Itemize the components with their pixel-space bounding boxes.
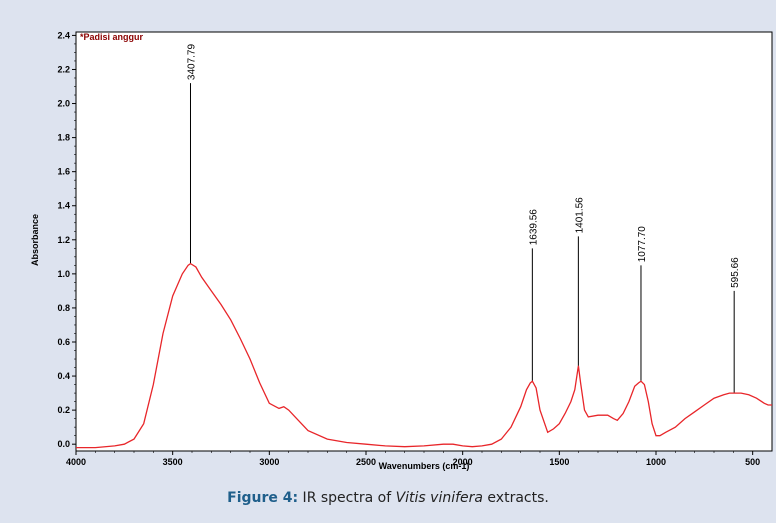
spectrum-line xyxy=(76,262,772,449)
y-axis: 0.0 0.2 0.4 0.6 0.8 1.0 1.2 1.4 1.6 1.8 2.0 2.2 2.4 xyxy=(57,30,76,449)
y-tick-label: 0.6 xyxy=(57,337,70,347)
figure-label: Figure 4: xyxy=(227,490,299,506)
y-tick-label: 0.8 xyxy=(57,303,70,313)
y-tick-label: 2.2 xyxy=(57,64,70,74)
figure-caption: Figure 4: IR spectra of Vitis vinifera e… xyxy=(0,490,776,506)
x-tick-label: 4000 xyxy=(66,457,86,467)
peak-label: 1401.56 xyxy=(574,197,585,234)
peak-label: 1077.70 xyxy=(637,226,648,263)
sample-label: *Padisi anggur xyxy=(80,32,144,42)
x-tick-label: 2500 xyxy=(356,457,376,467)
y-tick-label: 1.2 xyxy=(57,235,70,245)
x-tick-label: 2000 xyxy=(453,457,473,467)
x-tick-label: 500 xyxy=(745,457,760,467)
peak-label: 3407.79 xyxy=(187,44,198,81)
ir-spectrum-chart: 0.00.20.40.60.81.01.21.41.61.82.02.22.4 … xyxy=(30,30,773,471)
y-tick-label: 1.0 xyxy=(57,269,70,279)
y-tick-label: 2.4 xyxy=(57,30,70,40)
plot-area xyxy=(75,31,773,452)
peak-annotations: 3407.79 1639.56 1401.56 1077.70 595.66 xyxy=(187,44,741,394)
x-tick-label: 3000 xyxy=(259,457,279,467)
y-tick-label: 2.0 xyxy=(57,99,70,109)
x-axis-title: Wavenumbers (cm-1) xyxy=(379,461,470,471)
y-tick-label: 0.0 xyxy=(57,439,70,449)
caption-text-after: extracts. xyxy=(482,490,549,506)
y-axis-title: Absorbance xyxy=(30,214,40,266)
caption-text-before: IR spectra of xyxy=(298,490,396,506)
y-tick-label: 1.4 xyxy=(57,201,70,211)
caption-species: Vitis vinifera xyxy=(395,490,483,506)
x-tick-label: 1000 xyxy=(646,457,666,467)
y-tick-label: 1.6 xyxy=(57,167,70,177)
x-axis: 4000 3500 3000 2500 2000 1500 1000 500 xyxy=(66,451,760,467)
x-tick-label: 3500 xyxy=(163,457,183,467)
peak-label: 1639.56 xyxy=(528,209,539,246)
y-tick-label: 0.4 xyxy=(57,371,70,381)
peak-label: 595.66 xyxy=(730,257,741,288)
x-tick-label: 1500 xyxy=(549,457,569,467)
y-tick-label: 1.8 xyxy=(57,133,70,143)
y-tick-label: 0.2 xyxy=(57,405,70,415)
